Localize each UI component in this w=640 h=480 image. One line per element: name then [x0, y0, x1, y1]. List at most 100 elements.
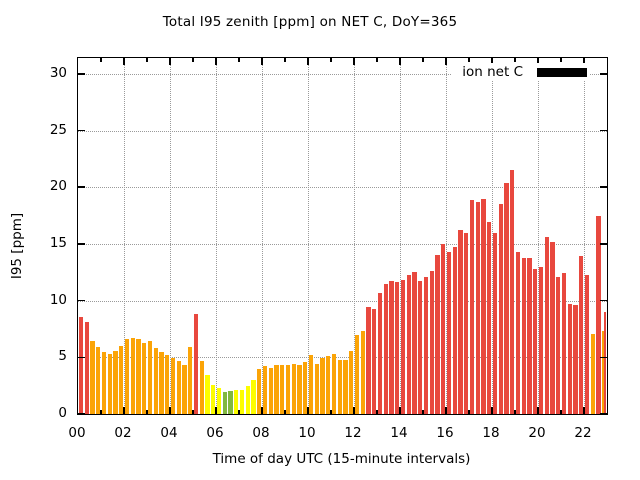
bar-08:30	[274, 365, 279, 414]
bar-07:00	[239, 390, 245, 414]
y-tick-mark	[78, 73, 85, 75]
bar-11:45	[349, 350, 354, 414]
bar-14:15	[406, 274, 411, 414]
y-tick-mark	[600, 356, 607, 359]
x-tick-mark	[284, 410, 286, 414]
x-tick-mark	[583, 407, 585, 414]
legend-swatch	[537, 67, 587, 77]
y-tick-mark	[78, 186, 85, 188]
bar-20:45	[556, 276, 561, 414]
x-tick-label: 04	[160, 425, 178, 441]
y-tick-label: 0	[58, 405, 67, 421]
x-tick-mark	[238, 58, 240, 62]
x-tick-mark	[560, 58, 562, 62]
x-tick-mark	[192, 410, 194, 414]
x-gridline	[354, 58, 355, 414]
x-tick-mark	[376, 410, 378, 414]
bar-20:15	[544, 237, 549, 414]
bar-07:45	[257, 368, 262, 414]
x-tick-mark	[330, 58, 332, 62]
bar-11:00	[331, 353, 337, 414]
x-tick-mark	[215, 58, 217, 65]
bar-10:15	[314, 364, 319, 414]
x-gridline	[446, 58, 447, 414]
bar-03:15	[153, 348, 158, 414]
y-tick-mark	[600, 299, 607, 302]
bar-04:15	[176, 360, 181, 414]
x-tick-mark	[261, 58, 263, 65]
y-gridline	[78, 243, 607, 245]
x-tick-mark	[399, 407, 401, 414]
bar-03:30	[159, 351, 164, 414]
bar-12:30	[366, 307, 371, 414]
bar-00:45	[96, 347, 101, 414]
bar-09:45	[303, 361, 308, 414]
x-tick-mark	[330, 410, 332, 414]
x-tick-mark	[537, 58, 539, 65]
y-tick-mark	[600, 73, 607, 75]
bar-02:45	[142, 342, 147, 414]
bar-09:30	[297, 365, 302, 414]
x-gridline	[492, 58, 493, 414]
y-gridline	[78, 187, 607, 189]
bar-21:00	[561, 273, 567, 414]
bar-02:00	[124, 339, 130, 414]
bar-14:30	[412, 272, 417, 414]
x-tick-label: 18	[482, 425, 500, 441]
bar-04:00	[170, 358, 176, 414]
x-tick-mark	[491, 407, 493, 414]
bar-02:15	[130, 338, 135, 414]
bar-06:00	[216, 387, 222, 414]
bar-10:30	[320, 358, 325, 414]
bar-05:30	[205, 375, 210, 414]
bar-09:00	[285, 365, 291, 414]
bar-06:30	[228, 391, 233, 414]
x-tick-mark	[537, 407, 539, 414]
y-gridline	[78, 73, 607, 75]
bar-20:00	[538, 266, 544, 414]
bar-11:15	[337, 359, 342, 414]
x-tick-mark	[261, 407, 263, 414]
bar-05:15	[199, 360, 204, 414]
x-axis-title: Time of day UTC (15-minute intervals)	[212, 451, 471, 467]
bar-03:00	[147, 341, 153, 414]
bar-04:45	[188, 347, 193, 414]
x-tick-mark	[468, 410, 470, 414]
bar-14:00	[400, 280, 406, 414]
bar-07:30	[251, 380, 256, 414]
bar-01:45	[119, 345, 124, 414]
y-tick-mark	[600, 129, 607, 132]
bar-03:45	[165, 355, 170, 414]
bar-13:45	[395, 282, 400, 414]
bar-16:15	[452, 247, 457, 414]
y-tick-label: 20	[49, 178, 67, 195]
x-tick-label: 20	[528, 425, 546, 441]
bar-20:30	[550, 241, 555, 414]
bar-18:15	[498, 204, 503, 414]
y-gridline	[78, 300, 607, 302]
bar-19:45	[533, 268, 538, 414]
x-tick-mark	[560, 410, 562, 414]
bar-13:15	[383, 283, 388, 414]
bar-22:00	[584, 274, 590, 414]
x-tick-label: 12	[344, 425, 362, 441]
bar-14:45	[418, 281, 423, 414]
x-gridline	[538, 58, 539, 414]
bar-06:15	[222, 392, 227, 414]
x-gridline	[308, 58, 309, 414]
bar-16:00	[446, 251, 452, 414]
bar-08:45	[280, 365, 285, 414]
x-tick-mark	[192, 58, 194, 62]
x-tick-mark	[376, 58, 378, 62]
x-tick-mark	[353, 407, 355, 414]
x-tick-mark	[238, 410, 240, 414]
bar-15:30	[435, 255, 440, 414]
bar-16:30	[458, 230, 463, 414]
x-tick-label: 16	[436, 425, 454, 441]
bar-08:15	[268, 367, 273, 414]
x-tick-mark	[284, 58, 286, 62]
bar-18:30	[504, 182, 509, 414]
bar-16:45	[464, 232, 469, 414]
bar-22:30	[596, 215, 601, 414]
y-tick-label: 5	[58, 348, 67, 365]
